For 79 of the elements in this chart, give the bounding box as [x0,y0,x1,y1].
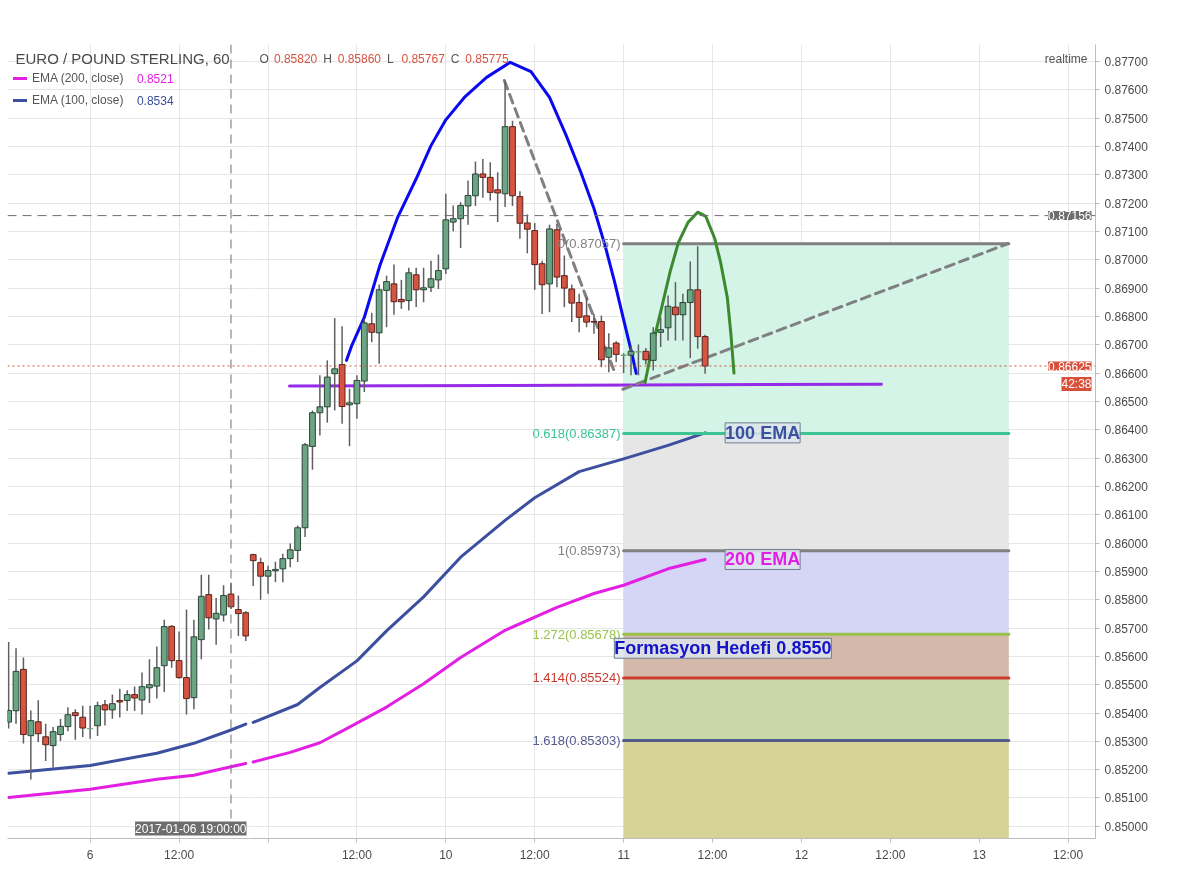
y-tick-label: 0.86400 [1104,423,1149,438]
x-tick-label: 10 [439,847,453,862]
x-tick-label: 12 [794,847,809,862]
chart-title: EURO / POUND STERLING, 60 [15,50,230,67]
annotation: 100 EMA [725,422,801,443]
y-tick-label: 0.86000 [1104,536,1149,551]
y-tick-label: 0.87500 [1104,111,1149,126]
y-tick-label: 0.85600 [1104,649,1149,664]
y-tick-label: 0.86900 [1104,281,1149,296]
y-tick-label: 0.86600 [1104,366,1149,381]
x-tick-label: 12:00 [519,847,551,862]
candlestick [412,266,420,308]
ref-line-label: 2017-01-06 19:00:00 [135,821,247,836]
ref-line-label: 0.86625 42:38 [1048,359,1092,392]
candlestick [27,709,35,781]
y-tick-label: 0.86500 [1104,394,1149,409]
y-tick-label: 0.86200 [1104,479,1149,494]
series-label: 1.414(0.85524) [532,670,621,686]
y-tick-label: 0.85400 [1104,706,1149,721]
candlestick [605,332,613,373]
y-tick-label: 0.85300 [1104,734,1149,749]
y-tick-label: 0.87300 [1104,168,1149,183]
annotation: 200 EMA [725,549,801,570]
candlestick [205,574,213,631]
y-tick-label: 0.85100 [1104,791,1149,806]
candlestick [331,317,339,412]
candlestick [123,689,131,712]
candlestick [101,699,109,727]
y-tick-label: 0.87600 [1104,83,1149,98]
candlestick [71,708,79,741]
x-tick-label: 12:00 [164,847,195,862]
line-series [643,210,736,384]
y-tick-label: 0.86700 [1104,338,1149,353]
y-tick-label: 0.85900 [1104,564,1149,579]
y-tick-label: 0.87000 [1104,253,1149,268]
y-tick-label: 0.85500 [1104,678,1149,693]
candlestick [672,281,679,342]
candlestick [612,340,620,363]
ref-line-label: 0.87156 [1048,209,1092,224]
series-label: 1(0.85973) [557,543,621,559]
x-tick-label: 13 [972,847,987,862]
text: O 0.85820 H 0.85860 L 0.85767 C 0.85775 [259,51,509,66]
x-tick-label: 12:00 [875,847,906,862]
y-tick-label: 0.87400 [1104,139,1149,154]
candlestick [42,723,50,762]
legend-label: EMA (200, close) [32,70,124,87]
y-tick-label: 0.87200 [1104,196,1149,211]
y-tick-label: 0.86800 [1104,309,1149,324]
annotation: Formasyon Hedefi 0.8550 [614,638,832,659]
candlestick [368,312,376,343]
y-tick-label: 0.85000 [1104,819,1149,834]
candlestick [79,704,87,738]
y-tick-label: 0.85800 [1104,593,1149,608]
legend-label: EMA (100, close) [32,92,124,109]
annotation: realtime [1044,51,1088,66]
candlestick [249,553,257,587]
candlestick [257,557,264,601]
y-tick-label: 0.86300 [1104,451,1149,466]
y-tick-label: 0.85200 [1104,763,1149,778]
candlestick [657,316,665,348]
series-label: 1.618(0.85303) [532,732,621,748]
annotation: 0.8534 [136,94,174,108]
y-tick-label: 0.87700 [1104,55,1149,69]
x-tick-label: 12:00 [697,847,728,862]
x-tick-label: 12:00 [1053,847,1084,862]
annotation: 0.8521 [136,72,174,86]
x-tick-label: 11 [617,847,631,862]
y-tick-label: 0.85700 [1104,621,1149,636]
x-tick-label: 12:00 [341,847,373,862]
y-tick-label: 0.86100 [1104,508,1149,523]
candlestick [116,687,124,719]
x-tick-label: 6 [86,847,94,862]
candlestick [108,693,116,720]
candlestick [94,700,101,737]
y-tick-label: 0.87100 [1104,224,1149,239]
candlestick [131,685,139,712]
series-label: 0.618(0.86387) [532,425,621,441]
candlestick [34,699,42,743]
candlestick [664,294,672,342]
